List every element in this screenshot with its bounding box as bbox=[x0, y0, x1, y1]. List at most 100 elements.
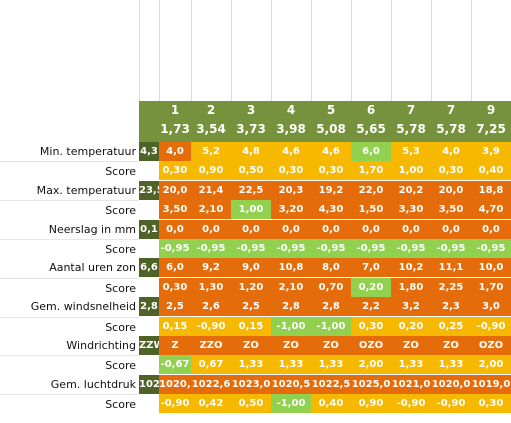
average-cell: 0,1 bbox=[139, 219, 159, 239]
value-cell: 10,0 bbox=[471, 258, 511, 278]
value-cell: 0,30 bbox=[471, 394, 511, 414]
rank-number: 7 bbox=[406, 103, 416, 117]
value-cell: 3,50 bbox=[431, 200, 471, 220]
value-cell: 0,40 bbox=[311, 394, 351, 414]
value-cell: 20,0 bbox=[431, 180, 471, 200]
value-cell: 1023,0 bbox=[231, 374, 271, 394]
header-average-col bbox=[139, 0, 160, 101]
value-cell: 8,0 bbox=[311, 258, 351, 278]
value-cell: 2,3 bbox=[431, 297, 471, 317]
value-cell: 0,15 bbox=[231, 316, 271, 336]
value-cell: 20,0 bbox=[159, 180, 191, 200]
value-cell: 0,70 bbox=[311, 277, 351, 297]
average-cell bbox=[139, 355, 159, 375]
row-label: Score bbox=[0, 394, 139, 414]
value-cell: -0,95 bbox=[271, 239, 311, 258]
total-score: 5,78 bbox=[396, 122, 426, 136]
column-header-5: aloa bbox=[351, 0, 392, 101]
value-cell: ZO bbox=[271, 336, 311, 355]
column-name: Clesar03 bbox=[336, 68, 352, 101]
value-cell: -0,90 bbox=[191, 316, 231, 336]
value-cell: 0,30 bbox=[351, 316, 391, 336]
value-cell: 6,0 bbox=[351, 142, 391, 161]
value-cell: 0,0 bbox=[391, 219, 431, 239]
average-cell: 4,3 bbox=[139, 142, 159, 161]
value-cell: 1,33 bbox=[271, 355, 311, 375]
row-label: Score bbox=[0, 316, 139, 337]
value-cell: -0,95 bbox=[391, 239, 431, 258]
value-cell: 2,00 bbox=[471, 355, 511, 375]
value-cell: 0,30 bbox=[311, 161, 351, 181]
column-header-3: Timm-E bbox=[271, 0, 312, 101]
value-cell: ZO bbox=[431, 336, 471, 355]
value-cell: 18,8 bbox=[471, 180, 511, 200]
value-cell: 0,0 bbox=[351, 219, 391, 239]
value-cell: 20,3 bbox=[271, 180, 311, 200]
value-cell: 1,70 bbox=[471, 277, 511, 297]
value-cell: 1019,0 bbox=[471, 374, 511, 394]
average-cell bbox=[139, 277, 159, 297]
value-cell: 9,2 bbox=[191, 258, 231, 278]
value-cell: 0,0 bbox=[471, 219, 511, 239]
value-cell: 1,33 bbox=[391, 355, 431, 375]
header-corner bbox=[0, 0, 139, 101]
row-label: Windrichting bbox=[66, 339, 136, 352]
value-cell: 2,00 bbox=[351, 355, 391, 375]
value-cell: -0,90 bbox=[431, 394, 471, 414]
column-name: OA bbox=[496, 68, 511, 101]
value-cell: 2,8 bbox=[311, 297, 351, 317]
value-cell: -1,00 bbox=[311, 316, 351, 336]
value-cell: 1025,0 bbox=[351, 374, 391, 394]
rank-number: 4 bbox=[286, 103, 296, 117]
column-name: Oliver23 bbox=[416, 68, 432, 101]
average-cell: ZZW bbox=[139, 336, 165, 355]
value-cell: 0,30 bbox=[431, 161, 471, 181]
value-cell: -0,95 bbox=[471, 239, 511, 258]
value-cell: 0,0 bbox=[191, 219, 231, 239]
value-cell: 0,0 bbox=[431, 219, 471, 239]
row-label: Gem. luchtdruk bbox=[50, 377, 136, 391]
rank-number: 2 bbox=[206, 103, 216, 117]
ranking-band bbox=[139, 101, 511, 142]
column-header-6: Oliver23 bbox=[391, 0, 432, 101]
row-label: Max. temperatuur bbox=[36, 183, 136, 197]
value-cell: 3,0 bbox=[471, 297, 511, 317]
value-cell: 1022,6 bbox=[191, 374, 231, 394]
value-cell: -0,67 bbox=[159, 355, 191, 375]
value-cell: -0,95 bbox=[351, 239, 391, 258]
value-cell: 0,30 bbox=[159, 161, 191, 181]
value-cell: 4,70 bbox=[471, 200, 511, 220]
value-cell: 5,3 bbox=[391, 142, 431, 161]
value-cell: 1021,0 bbox=[391, 374, 431, 394]
value-cell: 3,2 bbox=[391, 297, 431, 317]
value-cell: 1,33 bbox=[311, 355, 351, 375]
average-cell bbox=[139, 316, 159, 336]
value-cell: 2,5 bbox=[159, 297, 191, 317]
column-header-0: Frutsel bbox=[159, 0, 192, 101]
value-cell: 1022,5 bbox=[311, 374, 351, 394]
value-cell: -0,90 bbox=[159, 394, 191, 414]
value-cell: 4,0 bbox=[159, 142, 191, 161]
value-cell: 2,10 bbox=[191, 200, 231, 220]
value-cell: 0,30 bbox=[159, 277, 191, 297]
value-cell: 1,33 bbox=[231, 355, 271, 375]
total-score: 5,65 bbox=[356, 122, 386, 136]
value-cell: -0,95 bbox=[159, 239, 191, 258]
total-score: 3,73 bbox=[236, 122, 266, 136]
value-cell: Z bbox=[159, 336, 191, 355]
value-cell: -0,95 bbox=[431, 239, 471, 258]
column-header-8: OA bbox=[471, 0, 511, 101]
value-cell: -0,90 bbox=[391, 394, 431, 414]
total-score: 1,73 bbox=[160, 122, 190, 136]
total-score: 5,78 bbox=[436, 122, 466, 136]
value-cell: 0,40 bbox=[471, 161, 511, 181]
value-cell: 0,50 bbox=[231, 161, 271, 181]
value-cell: 1,00 bbox=[231, 200, 271, 220]
value-cell: 9,0 bbox=[231, 258, 271, 278]
value-cell: 1,20 bbox=[231, 277, 271, 297]
value-cell: 4,30 bbox=[311, 200, 351, 220]
column-header-2: Fredo55 bbox=[231, 0, 272, 101]
value-cell: 0,0 bbox=[311, 219, 351, 239]
value-cell: 5,2 bbox=[191, 142, 231, 161]
